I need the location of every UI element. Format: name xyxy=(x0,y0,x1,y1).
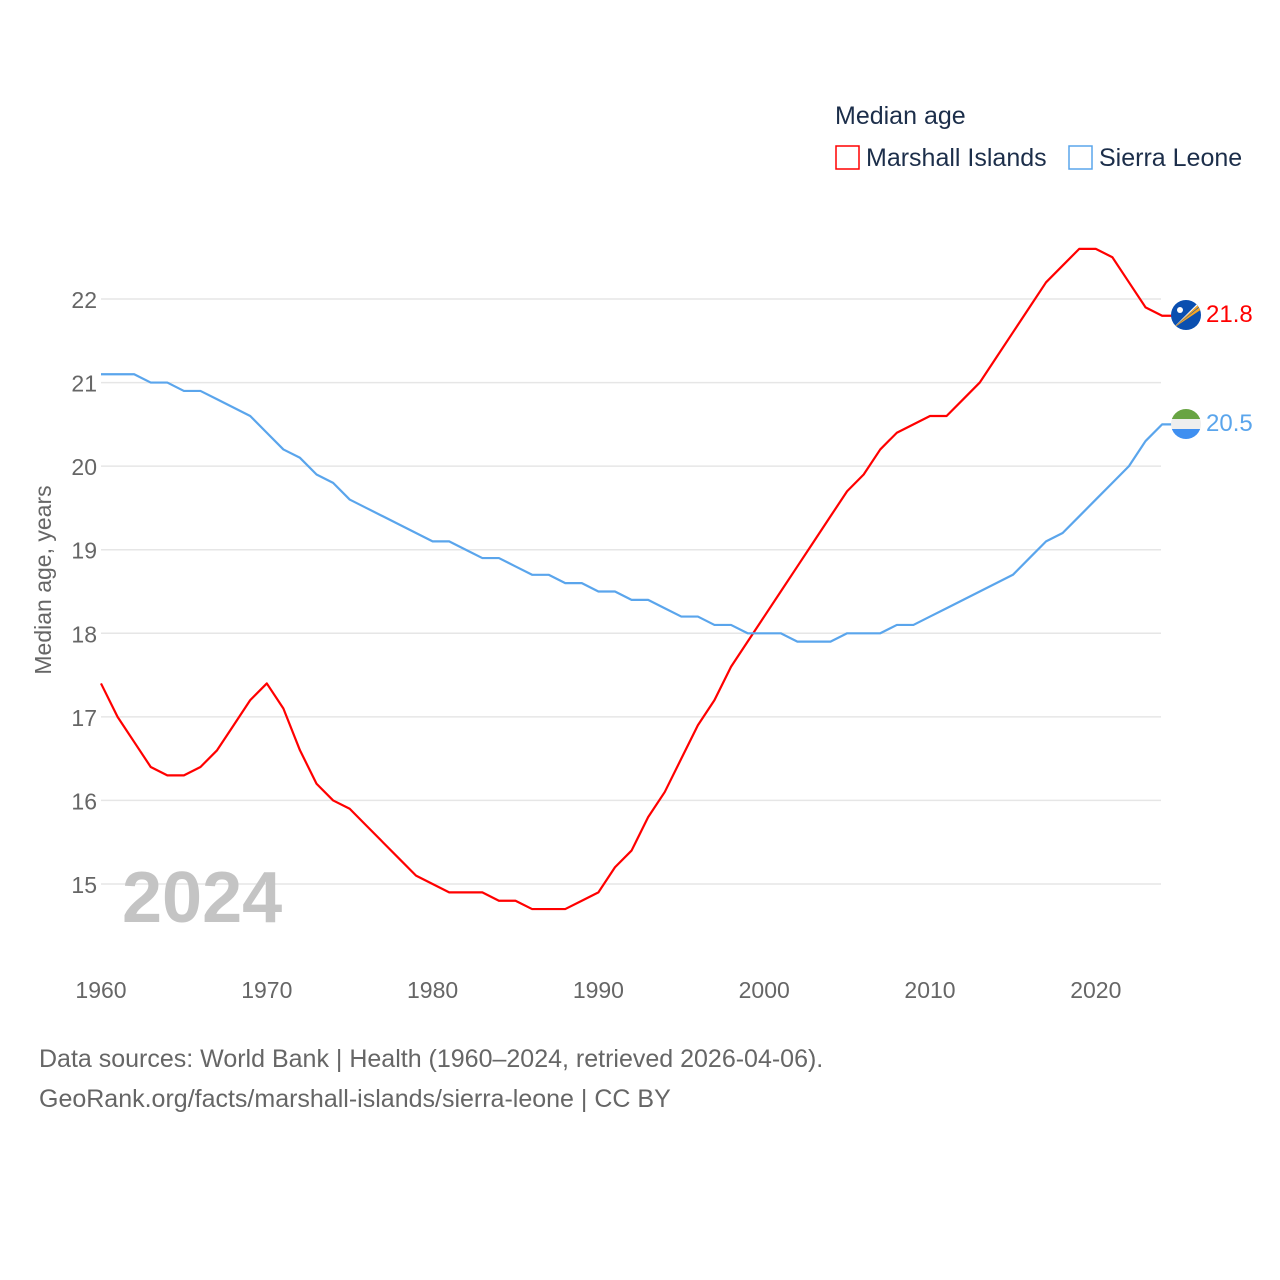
y-axis-label: Median age, years xyxy=(30,485,56,674)
end-label-marshall-islands: 21.8 xyxy=(1206,301,1253,328)
y-tick-label: 15 xyxy=(71,872,97,898)
legend-swatch-marshall-islands xyxy=(835,145,860,170)
x-tick-label: 2020 xyxy=(1070,977,1121,1003)
legend-item-marshall-islands[interactable]: Marshall Islands xyxy=(835,144,1047,172)
x-tick-label: 1990 xyxy=(573,977,624,1003)
data-sources-text: Data sources: World Bank | Health (1960–… xyxy=(39,1045,824,1073)
y-tick-label: 22 xyxy=(71,287,97,313)
x-tick-label: 2000 xyxy=(739,977,790,1003)
end-label-sierra-leone: 20.5 xyxy=(1206,410,1253,437)
y-tick-label: 17 xyxy=(71,705,97,731)
y-tick-label: 18 xyxy=(71,621,97,647)
series-line-marshall-islands xyxy=(100,247,1173,911)
y-tick-label: 16 xyxy=(71,788,97,814)
legend-title: Median age xyxy=(835,102,966,130)
y-tick-label: 20 xyxy=(71,454,97,480)
legend-swatch-sierra-leone xyxy=(1068,145,1093,170)
y-tick-label: 21 xyxy=(71,371,97,397)
y-tick-label: 19 xyxy=(71,538,97,564)
legend-label-sierra-leone: Sierra Leone xyxy=(1099,144,1242,172)
source-link[interactable]: GeoRank.org/facts/marshall-islands/sierr… xyxy=(39,1085,671,1113)
sierra-leone-flag-icon xyxy=(1171,409,1201,439)
legend-item-sierra-leone[interactable]: Sierra Leone xyxy=(1068,144,1242,172)
series-line-sierra-leone xyxy=(101,373,1173,643)
line-chart: 15 16 17 18 19 20 21 22 1960 1970 1980 1990 2000 201… xyxy=(30,102,1253,1003)
watermark-year: 2024 xyxy=(122,858,282,938)
legend-label-marshall-islands: Marshall Islands xyxy=(866,144,1047,172)
x-tick-label: 1980 xyxy=(407,977,458,1003)
x-tick-label: 1960 xyxy=(75,977,126,1003)
x-tick-label: 2010 xyxy=(904,977,955,1003)
marshall-islands-flag-icon xyxy=(1171,300,1201,330)
x-tick-label: 1970 xyxy=(241,977,292,1003)
